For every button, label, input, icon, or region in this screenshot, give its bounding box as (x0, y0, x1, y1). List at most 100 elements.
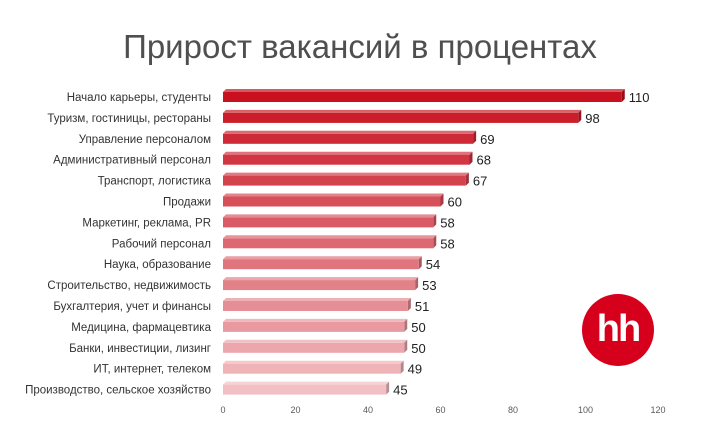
bar (223, 360, 404, 374)
hh-logo: hh (582, 294, 654, 366)
bar (223, 298, 411, 311)
value-label: 110 (629, 90, 650, 105)
bar-side-face (621, 89, 625, 102)
bar-side-face (407, 298, 411, 311)
bar-front-face (223, 112, 579, 123)
category-label: Продажи (163, 197, 211, 209)
bar-side-face (473, 130, 477, 144)
value-label: 58 (440, 215, 454, 230)
bar (223, 109, 582, 123)
bar-top-face (223, 172, 469, 176)
category-label: Медицина, фармацевтика (71, 322, 211, 334)
chart-title: Прирост вакансий в процентах (123, 28, 597, 65)
category-label: Строительство, недвижимость (47, 280, 211, 292)
bar-front-face (223, 92, 622, 102)
bar-top-face (223, 109, 582, 113)
bar-front-face (223, 133, 474, 144)
bar-front-face (223, 175, 466, 186)
bar-top-face (223, 214, 437, 218)
category-label: ИТ, интернет, телеком (93, 364, 211, 376)
bar-front-face (223, 301, 408, 311)
bar-top-face (223, 193, 444, 197)
bar-top-face (223, 130, 477, 134)
value-label: 68 (477, 153, 491, 168)
value-label: 50 (411, 341, 425, 356)
x-tick-label: 0 (220, 405, 225, 415)
bar-front-face (223, 238, 434, 249)
value-label: 45 (393, 383, 407, 398)
bar (223, 172, 469, 186)
bar-front-face (223, 321, 405, 332)
bar-top-face (223, 235, 437, 239)
value-label: 69 (480, 132, 494, 147)
value-label: 58 (440, 236, 454, 251)
bars (223, 89, 625, 395)
bar-side-face (404, 339, 408, 353)
bar-top-face (223, 360, 404, 364)
bar (223, 130, 477, 144)
value-label: 67 (473, 174, 487, 189)
x-tick-label: 40 (363, 405, 373, 415)
category-label: Маркетинг, реклама, PR (82, 217, 211, 229)
bar (223, 193, 444, 207)
value-label: 53 (422, 278, 436, 293)
bar (223, 339, 408, 353)
bar-side-face (433, 235, 437, 249)
bar (223, 89, 625, 102)
bar-top-face (223, 89, 625, 92)
category-label: Управление персоналом (79, 134, 211, 146)
x-tick-label: 100 (578, 405, 593, 415)
bar-side-face (469, 151, 473, 165)
bar-side-face (400, 360, 404, 374)
bar (223, 151, 473, 165)
bar-top-face (223, 256, 422, 260)
bar (223, 235, 437, 249)
category-label: Транспорт, логистика (98, 176, 212, 188)
category-label: Административный персонал (53, 155, 211, 167)
bar-front-face (223, 363, 401, 374)
category-label: Производство, сельское хозяйство (25, 385, 211, 397)
bar-side-face (465, 172, 469, 186)
bar-side-face (440, 193, 444, 207)
bar-front-face (223, 196, 441, 207)
bar (223, 381, 390, 395)
x-axis-ticks: 0 20 40 60 80 100 120 (220, 405, 665, 415)
x-tick-label: 80 (508, 405, 518, 415)
category-label: Банки, инвестиции, лизинг (69, 343, 211, 355)
category-label: Туризм, гостиницы, рестораны (47, 113, 211, 125)
bar-top-face (223, 381, 390, 385)
bar (223, 214, 437, 228)
bar-side-face (386, 381, 390, 395)
bar-front-face (223, 217, 434, 228)
bar-top-face (223, 298, 411, 301)
bar-front-face (223, 259, 419, 270)
value-label: 51 (415, 299, 429, 314)
bar-side-face (415, 277, 419, 291)
bar-top-face (223, 339, 408, 343)
logo-circle (582, 294, 654, 366)
value-label: 54 (426, 257, 440, 272)
bar-front-face (223, 154, 470, 165)
bar-side-face (418, 256, 422, 270)
x-tick-label: 20 (290, 405, 300, 415)
bar-front-face (223, 342, 405, 353)
bar-side-face (404, 318, 408, 332)
category-label: Бухгалтерия, учет и финансы (53, 301, 211, 313)
bar-side-face (578, 109, 582, 123)
category-label: Начало карьеры, студенты (67, 92, 211, 104)
bar-top-face (223, 318, 408, 322)
bar (223, 277, 419, 291)
value-label: 49 (408, 362, 422, 377)
bar (223, 318, 408, 332)
bar-front-face (223, 280, 416, 291)
category-label: Рабочий персонал (112, 238, 211, 250)
x-tick-label: 120 (650, 405, 665, 415)
x-tick-label: 60 (435, 405, 445, 415)
value-label: 60 (448, 195, 462, 210)
bar-top-face (223, 277, 419, 281)
bar-side-face (433, 214, 437, 228)
value-label: 98 (585, 111, 599, 126)
value-label: 50 (411, 320, 425, 335)
